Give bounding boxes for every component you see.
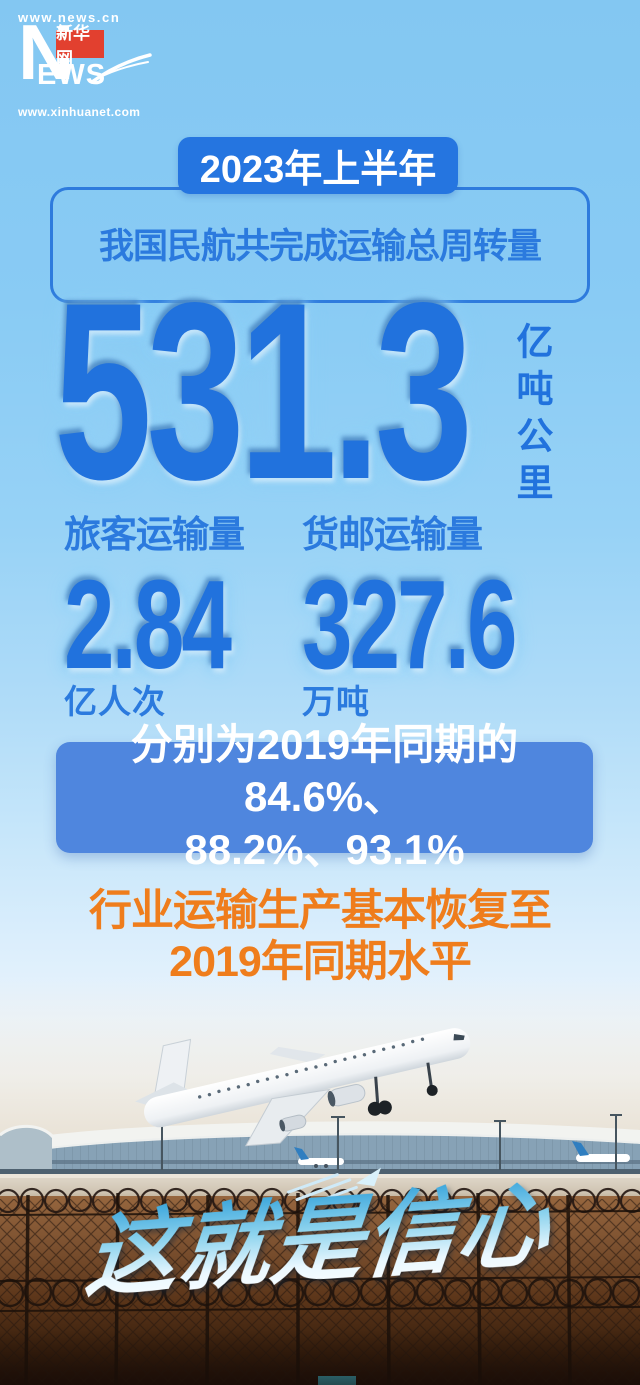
xinhuanet-logo: www.news.cn N 新华网 EWS www.xinhuanet.com <box>18 10 168 119</box>
period-banner: 2023年上半年 <box>178 137 458 194</box>
passenger-stat-unit: 亿人次 <box>64 682 166 720</box>
main-stat-unit: 亿吨公里 <box>511 322 552 510</box>
comparison-panel: 分别为2019年同期的84.6%、 88.2%、93.1% <box>56 721 593 873</box>
parked-plane-icon <box>294 1147 344 1168</box>
passenger-stat-value: 2.84 <box>64 553 232 695</box>
passenger-stat: 旅客运输量 2.84 亿人次 <box>64 514 293 723</box>
cargo-stat-unit: 万吨 <box>302 682 370 720</box>
cargo-stat: 货邮运输量 327.6 万吨 <box>302 514 597 723</box>
main-stat-value: 531.3 <box>54 251 473 532</box>
logo-letters-ews: EWS <box>37 59 107 91</box>
comparison-line2: 88.2%、93.1% <box>184 825 465 873</box>
cargo-stat-value: 327.6 <box>302 553 518 695</box>
recovery-statement: 行业运输生产基本恢复至 2019年同期水平 <box>0 886 640 987</box>
comparison-line1: 分别为2019年同期的84.6%、 <box>130 720 519 821</box>
slogan: 这就是信心 <box>81 1167 560 1313</box>
slogan-plane-swoosh-icon <box>286 1167 382 1207</box>
cargo-stat-label: 货邮运输量 <box>302 514 483 555</box>
takeoff-plane-illustration <box>135 1028 471 1147</box>
logo-swoosh-icon <box>90 53 152 84</box>
terminal-building <box>0 1114 640 1174</box>
logo-brand-cn: 新华网 <box>56 24 104 68</box>
recovery-line1: 行业运输生产基本恢复至 <box>89 887 552 935</box>
recovery-line2: 2019年同期水平 <box>169 937 472 986</box>
headline: 我国民航共完成运输总周转量 <box>98 227 542 266</box>
airport-photo <box>0 975 640 1385</box>
bottom-vignette <box>0 1330 640 1385</box>
passenger-stat-label: 旅客运输量 <box>64 514 245 555</box>
logo-url-top: www.news.cn <box>18 10 121 25</box>
logo-mark: N 新华网 EWS <box>18 13 168 91</box>
logo-url-bottom: www.xinhuanet.com <box>18 105 141 119</box>
